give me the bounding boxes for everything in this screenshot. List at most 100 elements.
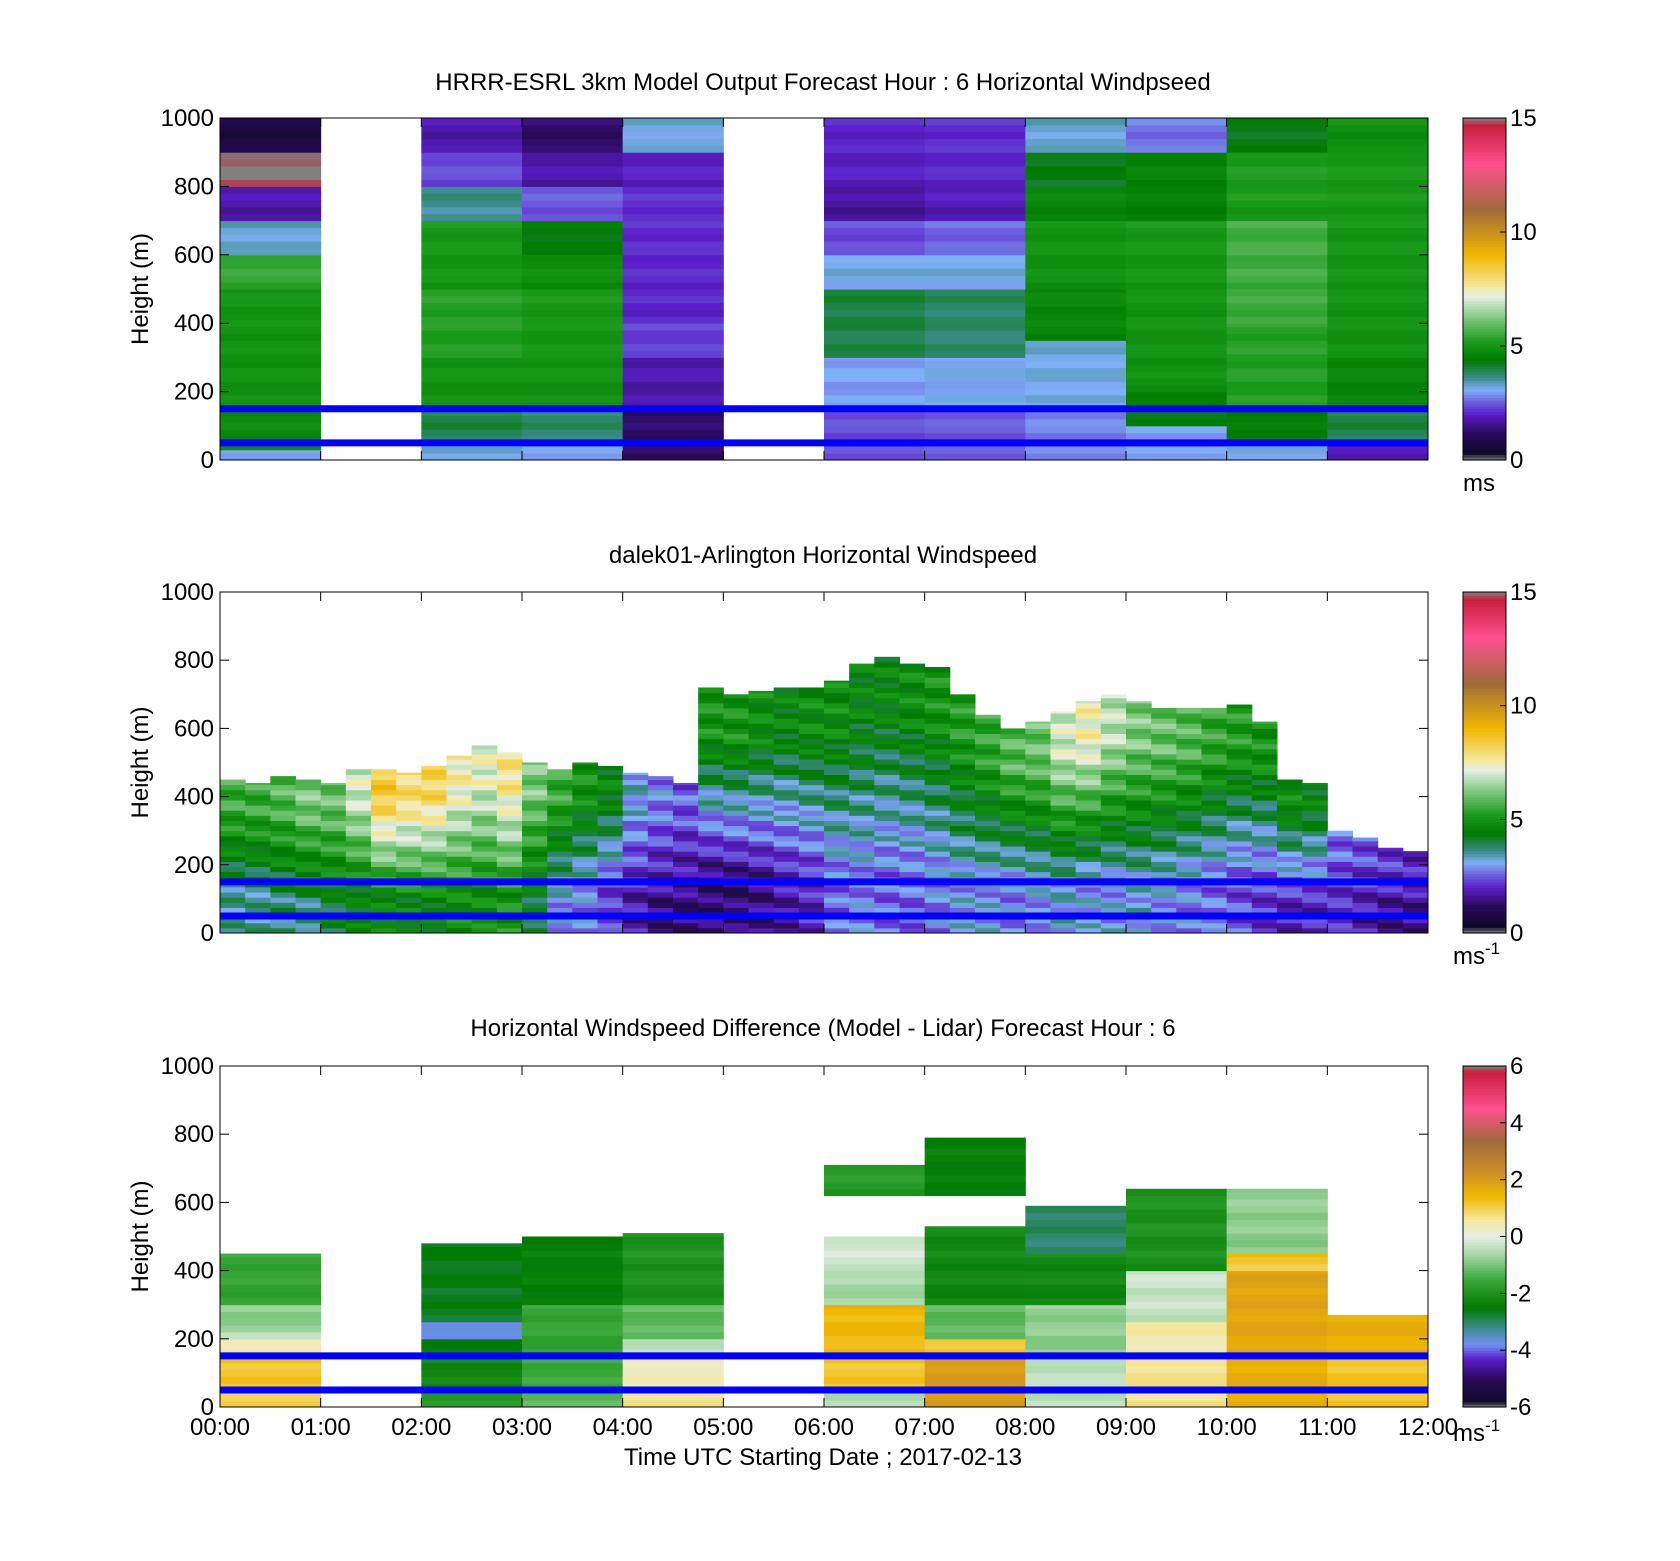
heatmap-cell (421, 453, 523, 461)
heatmap-cell (622, 1325, 724, 1333)
heatmap-cell (1025, 820, 1051, 827)
colorbar-swatch (1463, 246, 1506, 250)
heatmap-cell (1201, 794, 1228, 801)
heatmap-cell (849, 667, 875, 673)
heatmap-cell (1402, 902, 1429, 908)
heatmap-cell (748, 718, 775, 724)
heatmap-cell (1226, 453, 1328, 461)
colorbar-swatch (1463, 442, 1506, 447)
heatmap-cell (824, 357, 926, 362)
heatmap-cell (622, 927, 649, 934)
heatmap-cell (1377, 861, 1404, 868)
colorbar-swatch (1463, 354, 1506, 358)
colorbar-swatch (1463, 663, 1506, 667)
heatmap-cell (1201, 759, 1228, 765)
heatmap-cell (824, 1355, 926, 1364)
heatmap-cell (1302, 927, 1328, 934)
heatmap-cell (1126, 866, 1152, 873)
heatmap-cell (1226, 1379, 1328, 1388)
heatmap-cell (1025, 292, 1127, 300)
heatmap-cell (371, 851, 397, 857)
heatmap-cell (622, 179, 724, 187)
heatmap-cell (949, 718, 976, 724)
heatmap-cell (849, 794, 875, 801)
heatmap-cell (874, 835, 900, 842)
heatmap-cell (547, 774, 573, 781)
heatmap-cell (824, 1284, 926, 1292)
heatmap-cell (849, 702, 875, 709)
heatmap-cell (1226, 268, 1328, 276)
heatmap-cell (975, 764, 1001, 770)
heatmap-cell (849, 764, 875, 770)
colorbar-swatch (1463, 129, 1506, 133)
heatmap-cell (1327, 145, 1429, 153)
heatmap-cell (1176, 856, 1202, 862)
colorbar-swatch (1463, 1105, 1506, 1110)
heatmap-cell (622, 1355, 724, 1364)
heatmap-cell (1226, 326, 1328, 334)
heatmap-cell (572, 820, 598, 827)
heatmap-cell (522, 1393, 624, 1401)
y-tick-label: 200 (174, 1326, 214, 1353)
colorbar-swatch (1463, 702, 1506, 707)
heatmap-cell (1050, 871, 1077, 878)
heatmap-cell (924, 1325, 1026, 1333)
heatmap-cell (1025, 1219, 1127, 1227)
colorbar-swatch (1463, 240, 1506, 244)
heatmap-cell (798, 835, 825, 842)
heatmap-cell (270, 776, 296, 781)
heatmap-cell (1327, 367, 1429, 375)
heatmap-cell (1201, 718, 1228, 724)
colorbar-swatch (1463, 183, 1506, 187)
heatmap-cell (421, 357, 523, 362)
heatmap-cell (824, 1393, 926, 1401)
heatmap-cell (622, 165, 724, 174)
heatmap-cell (748, 743, 775, 750)
heatmap-cell (345, 856, 372, 862)
colorbar-swatch (1463, 445, 1506, 450)
colorbar-swatch (1463, 816, 1506, 820)
heatmap-cell (723, 794, 749, 801)
heatmap-cell (1025, 835, 1051, 842)
heatmap-cell (975, 774, 1001, 781)
colorbar-swatch (1463, 1100, 1506, 1104)
heatmap-cell (798, 927, 825, 934)
heatmap-cell (245, 830, 271, 837)
colorbar-swatch (1463, 1219, 1506, 1223)
heatmap-cell (471, 764, 498, 770)
heatmap-cell (1025, 861, 1051, 868)
heatmap-cell (1176, 769, 1202, 775)
heatmap-cell (622, 381, 724, 389)
heatmap-cell (622, 206, 724, 215)
heatmap-cell (496, 856, 523, 862)
heatmap-cell (1000, 748, 1026, 755)
heatmap-cell (1176, 805, 1202, 811)
heatmap-cell (522, 1263, 624, 1272)
heatmap-cell (1025, 1372, 1127, 1381)
heatmap-cell (1302, 835, 1328, 842)
heatmap-cell (220, 415, 322, 423)
heatmap-cell (975, 748, 1001, 755)
heatmap-cell (824, 759, 850, 765)
heatmap-cell (1025, 172, 1127, 181)
heatmap-cell (798, 902, 825, 908)
colorbar-swatch (1463, 414, 1506, 418)
heatmap-cell (1327, 917, 1353, 924)
heatmap-cell (1151, 789, 1177, 796)
y-tick-label: 400 (174, 784, 214, 811)
heatmap-cell (622, 1250, 724, 1258)
heatmap-cell (396, 856, 422, 862)
heatmap-cell (698, 769, 724, 775)
heatmap-cell (1126, 206, 1228, 215)
heatmap-cell (345, 825, 372, 832)
heatmap-cell (1277, 871, 1303, 878)
heatmap-cell (924, 357, 1026, 362)
heatmap-cell (924, 165, 1026, 174)
heatmap-cell (421, 866, 447, 873)
heatmap-cell (421, 820, 447, 827)
reference-lines (220, 878, 1428, 920)
colorbar-swatch (1463, 739, 1506, 744)
heatmap-cell (1075, 789, 1102, 796)
heatmap-cell (220, 282, 322, 290)
colorbar-swatch (1463, 254, 1506, 259)
